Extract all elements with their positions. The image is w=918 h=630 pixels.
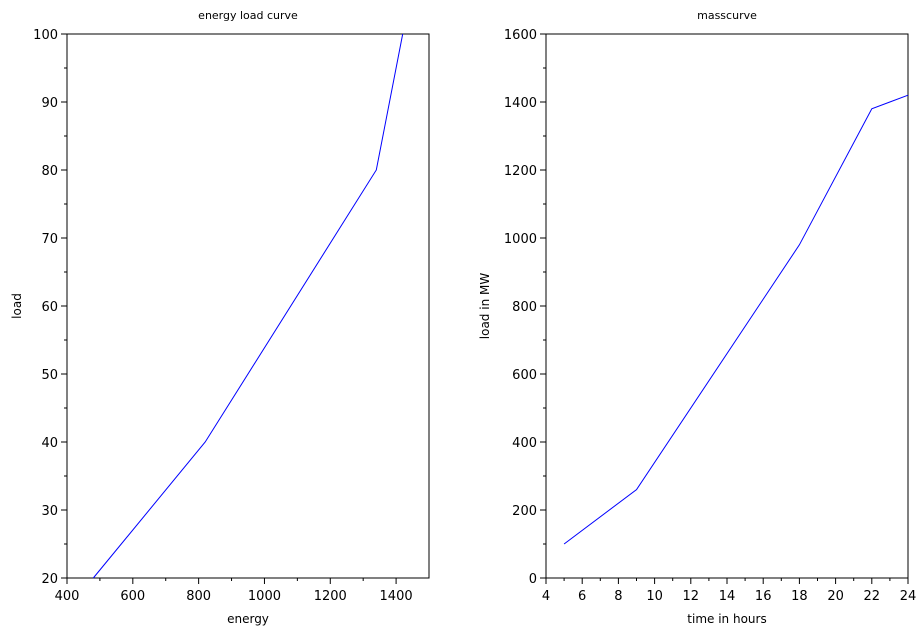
plot-frame [545,33,909,579]
y-tick-label: 800 [512,300,537,315]
y-axis-title: load [10,293,24,319]
x-tick-label: 6 [578,589,586,604]
x-tick-label: 1200 [314,589,347,604]
plot-frame [66,33,430,579]
x-tick-label: 800 [186,589,211,604]
x-tick-label: 18 [791,589,808,604]
chart-title: masscurve [697,9,757,22]
y-tick-label: 60 [41,300,58,315]
y-tick-label: 90 [41,96,58,111]
series-line [92,33,404,579]
y-axis-title: load in MW [478,273,492,340]
x-axis-title: time in hours [687,612,766,626]
x-tick-label: 400 [55,589,80,604]
y-tick-label: 50 [41,368,58,383]
series-line [563,94,909,545]
y-tick-label: 30 [41,504,58,519]
x-tick-label: 16 [755,589,772,604]
y-tick-label: 1200 [504,164,537,179]
y-tick-label: 70 [41,232,58,247]
data-series [563,94,909,545]
x-tick-label: 8 [614,589,622,604]
axis-ticks: 400 600 800 1000 1200 1400 20 30 40 50 60 70 80 90 100 [33,28,412,604]
x-tick-label: 1000 [248,589,281,604]
x-tick-label: 12 [683,589,700,604]
x-tick-label: 600 [120,589,145,604]
y-tick-label: 1600 [504,28,537,43]
x-tick-label: 1400 [380,589,413,604]
y-tick-label: 100 [33,28,58,43]
y-tick-label: 40 [41,436,58,451]
y-tick-label: 200 [512,504,537,519]
axis-ticks: 4 6 8 10 12 14 16 18 20 22 24 0 200 400 600 800 1000 1200… [504,28,916,604]
y-tick-label: 20 [41,572,58,587]
x-tick-label: 22 [864,589,881,604]
masscurve-chart: masscurve 4 6 8 10 12 14 16 18 20 22 24 0 200 400 600 8… [478,9,916,626]
y-tick-label: 1000 [504,232,537,247]
y-tick-label: 400 [512,436,537,451]
x-tick-label: 20 [827,589,844,604]
y-tick-label: 80 [41,164,58,179]
y-tick-label: 0 [529,572,537,587]
y-tick-label: 600 [512,368,537,383]
energy-load-chart: energy load curve 400 600 800 1000 1200 1400 2… [10,9,430,626]
x-tick-label: 14 [719,589,736,604]
x-tick-label: 10 [646,589,663,604]
chart-title: energy load curve [198,9,298,22]
x-axis-title: energy [227,612,269,626]
data-series [92,33,404,579]
x-tick-label: 24 [900,589,917,604]
y-tick-label: 1400 [504,96,537,111]
x-tick-label: 4 [542,589,550,604]
